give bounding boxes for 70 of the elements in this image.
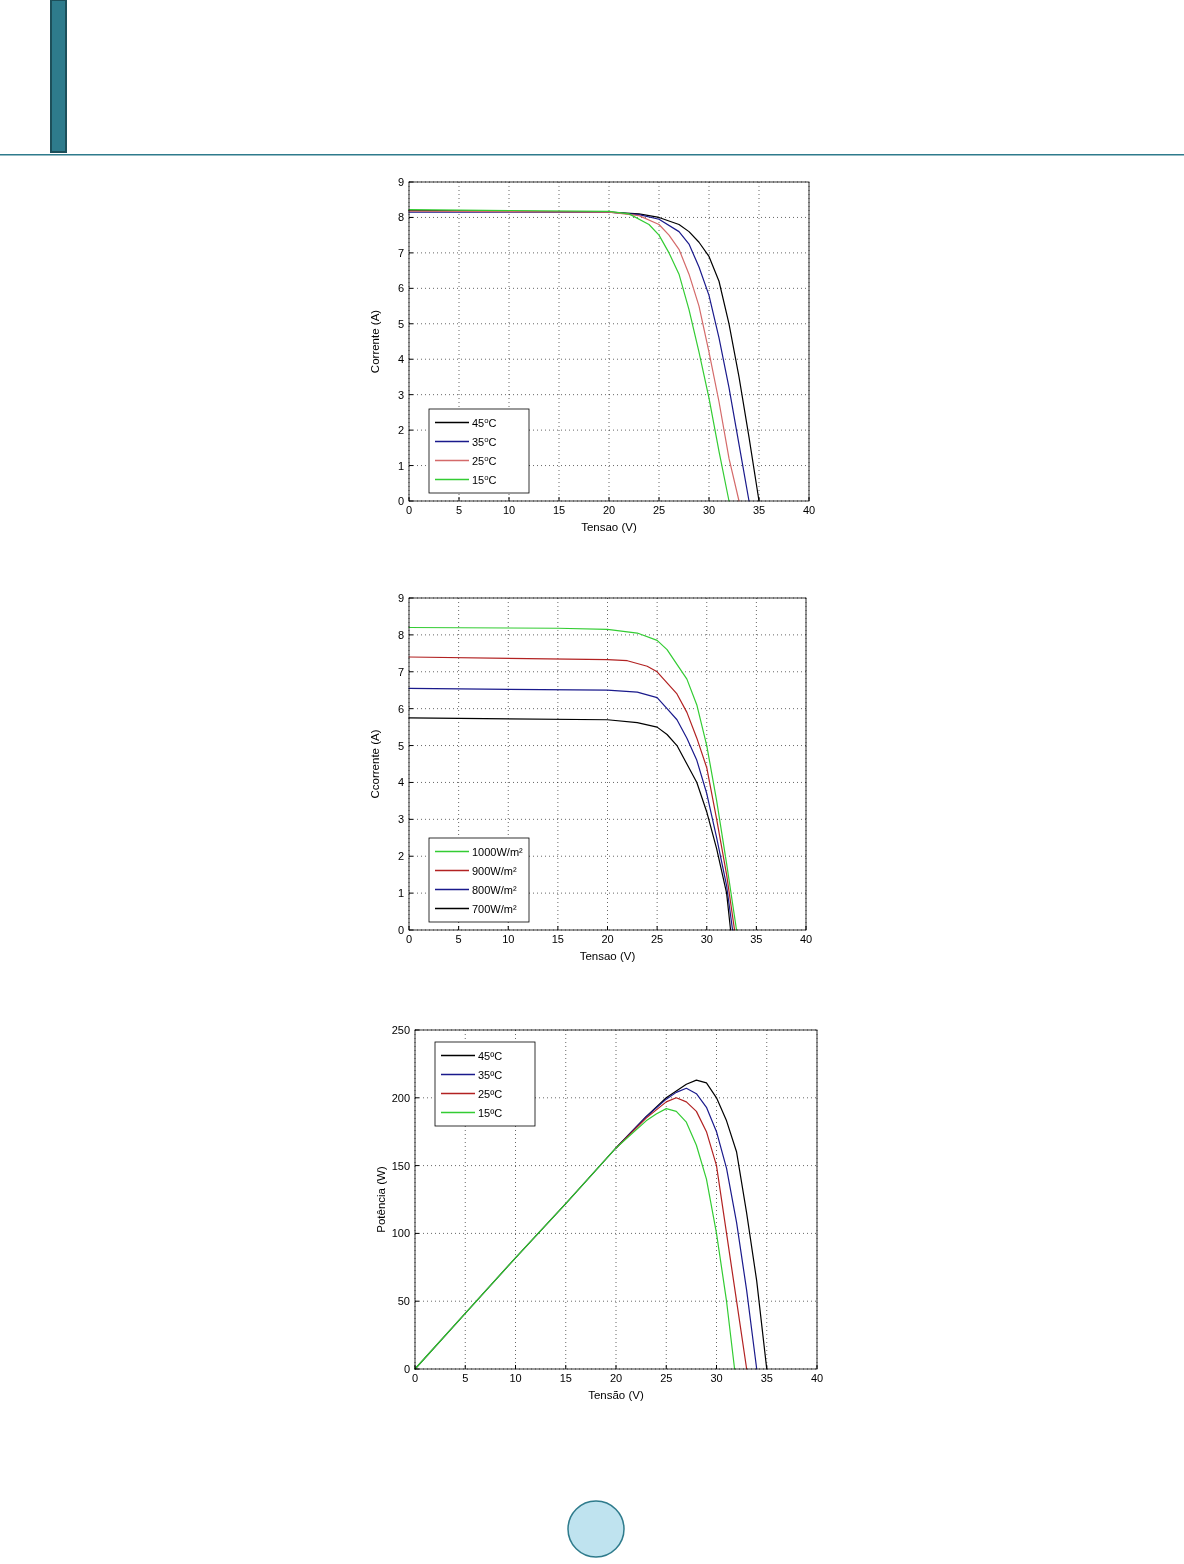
x-tick-label: 30 bbox=[702, 504, 716, 516]
x-tick-label: 10 bbox=[502, 933, 515, 945]
x-tick-label: 35 bbox=[752, 504, 766, 516]
legend-label: 45ºC bbox=[478, 1049, 503, 1062]
y-axis-title: Corrente (A) bbox=[369, 309, 381, 374]
y-tick-label: 4 bbox=[397, 776, 404, 789]
y-tick-label: 1 bbox=[397, 887, 404, 900]
legend-label: 25ºC bbox=[478, 1087, 503, 1100]
y-tick-label: 5 bbox=[397, 317, 404, 330]
x-tick-label: 20 bbox=[609, 1372, 623, 1384]
x-tick-label: 40 bbox=[810, 1372, 824, 1384]
x-tick-label: 15 bbox=[551, 933, 564, 945]
legend-label: 700W/m² bbox=[472, 902, 517, 915]
y-tick-label: 4 bbox=[397, 353, 404, 366]
x-axis-title: Tensão (V) bbox=[588, 1389, 644, 1401]
y-tick-label: 250 bbox=[391, 1024, 410, 1036]
line-series bbox=[414, 1108, 736, 1370]
x-tick-label: 10 bbox=[502, 504, 516, 516]
y-tick-label: 2 bbox=[397, 424, 404, 437]
x-tick-label: 25 bbox=[651, 933, 664, 945]
y-tick-label: 200 bbox=[391, 1091, 410, 1104]
legend-label: 35$^{o}$C bbox=[472, 434, 497, 448]
y-axis-title: Potência (W) bbox=[375, 1166, 387, 1233]
x-tick-label: 40 bbox=[802, 504, 816, 516]
y-tick-label: 8 bbox=[397, 628, 404, 641]
y-tick-label: 1 bbox=[397, 459, 404, 472]
x-tick-label: 5 bbox=[462, 1372, 469, 1384]
x-tick-label: 40 bbox=[799, 933, 813, 945]
y-tick-label: 100 bbox=[391, 1227, 410, 1240]
y-tick-label: 0 bbox=[403, 1363, 410, 1375]
x-axis-title: Tensao (V) bbox=[579, 950, 636, 962]
y-axis-title: Ccorrente (A) bbox=[369, 729, 381, 799]
legend-label: 35ºC bbox=[478, 1068, 503, 1081]
y-tick-label: 6 bbox=[397, 702, 404, 715]
y-tick-label: 6 bbox=[397, 282, 404, 295]
y-tick-label: 0 bbox=[397, 924, 404, 936]
x-tick-label: 30 bbox=[710, 1372, 723, 1384]
y-tick-label: 2 bbox=[397, 850, 404, 863]
x-tick-label: 35 bbox=[750, 933, 763, 945]
y-tick-label: 7 bbox=[397, 246, 404, 259]
x-tick-label: 35 bbox=[760, 1372, 773, 1384]
legend-label: 15ºC bbox=[478, 1106, 503, 1119]
x-tick-label: 15 bbox=[552, 504, 566, 516]
x-tick-label: 30 bbox=[700, 933, 713, 945]
legend-label: 1000W/m² bbox=[472, 845, 524, 858]
x-axis-title: Tensao (V) bbox=[581, 521, 637, 533]
legend-label: 25$^{o}$C bbox=[472, 453, 497, 467]
x-tick-label: 10 bbox=[509, 1372, 522, 1384]
x-tick-label: 5 bbox=[455, 504, 463, 516]
x-tick-label: 20 bbox=[602, 504, 616, 516]
y-tick-label: 0 bbox=[397, 495, 404, 507]
y-tick-label: 5 bbox=[397, 739, 404, 752]
x-tick-label: 25 bbox=[652, 504, 666, 516]
legend-label: 900W/m² bbox=[472, 864, 517, 877]
legend-label: 45$^{o}$C bbox=[472, 415, 497, 429]
legend-label: 15$^{o}$C bbox=[472, 472, 497, 486]
y-tick-label: 3 bbox=[397, 813, 404, 826]
y-tick-label: 150 bbox=[391, 1159, 410, 1172]
x-tick-label: 15 bbox=[559, 1372, 572, 1384]
x-tick-label: 25 bbox=[660, 1372, 673, 1384]
y-tick-label: 50 bbox=[397, 1295, 410, 1308]
y-tick-label: 8 bbox=[397, 211, 404, 224]
x-tick-label: 5 bbox=[455, 933, 462, 945]
legend-label: 800W/m² bbox=[472, 883, 517, 896]
y-tick-label: 9 bbox=[397, 592, 404, 604]
x-tick-label: 20 bbox=[601, 933, 614, 945]
x-tick-label: 0 bbox=[411, 1372, 419, 1384]
y-tick-label: 7 bbox=[397, 665, 404, 678]
y-tick-label: 3 bbox=[397, 388, 404, 401]
y-tick-label: 9 bbox=[397, 176, 404, 188]
